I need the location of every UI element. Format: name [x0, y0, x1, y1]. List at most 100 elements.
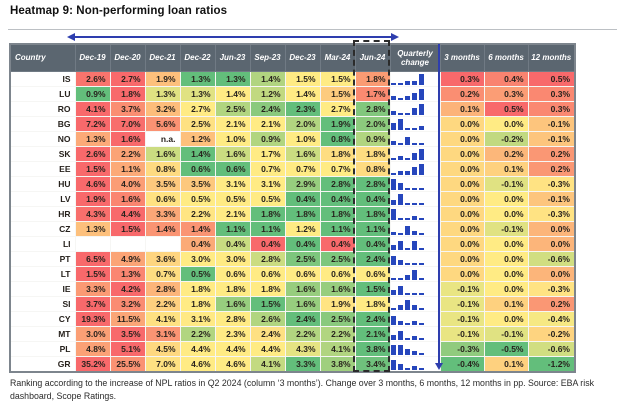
table-row-LT: LT 1.5% 1.3% 0.7% 0.5% 0.6% 0.6% 0.6% 0.6% 0.6% 0.… — [9, 266, 576, 282]
change-cell-3-months: 0.3% — [439, 71, 485, 87]
spark-bar — [397, 143, 403, 145]
change-cell-12-months: 0.2% — [527, 161, 576, 177]
column-header-mar-24: Mar-24 — [319, 43, 356, 72]
npl-cell: 0.8% — [319, 131, 356, 147]
npl-cell: 1.5% — [74, 161, 111, 177]
spark-bar — [418, 263, 424, 265]
npl-cell: 0.4% — [319, 236, 356, 252]
spark-bar — [391, 83, 396, 85]
spark-bar — [404, 299, 410, 310]
npl-cell: 1.6% — [214, 296, 251, 312]
spark-bar — [404, 248, 410, 250]
spark-bar — [418, 163, 424, 175]
country-label: SK — [9, 146, 76, 162]
spark-bar — [404, 96, 410, 100]
npl-cell: 4.6% — [179, 356, 216, 373]
spark-bar — [397, 218, 403, 220]
change-cell-12-months: 0.0% — [527, 221, 576, 237]
column-header-sep-23: Sep-23 — [249, 43, 286, 72]
npl-cell: 1.7% — [354, 86, 391, 102]
country-label: GR — [9, 356, 76, 373]
spark-bar — [418, 148, 424, 160]
title-divider — [8, 29, 617, 30]
npl-cell: 0.8% — [354, 161, 391, 177]
spark-bar — [404, 349, 410, 355]
npl-cell: 2.2% — [179, 326, 216, 342]
npl-cell: 7.2% — [74, 116, 111, 132]
quarterly-change-sparkline — [389, 281, 441, 297]
spark-bar — [411, 80, 417, 85]
npl-cell: 2.5% — [179, 116, 216, 132]
table-row-HU: HU 4.6% 4.0% 3.5% 3.5% 3.1% 3.1% 2.9% 2.8% 2.8% 0.… — [9, 176, 576, 192]
country-label: LI — [9, 236, 76, 252]
column-header-3-months: 3 months — [439, 43, 485, 72]
change-cell-6-months: 0.0% — [483, 116, 529, 132]
table-row-SI: SI 3.7% 3.2% 2.2% 1.8% 1.6% 1.5% 1.6% 1.9% 1.8% -0… — [9, 296, 576, 312]
npl-cell: 2.0% — [284, 116, 321, 132]
quarterly-change-sparkline — [389, 341, 441, 357]
column-header-6-months: 6 months — [483, 43, 529, 72]
npl-cell: 4.4% — [179, 341, 216, 357]
change-cell-3-months: 0.0% — [439, 146, 485, 162]
spark-bar — [397, 240, 403, 250]
spark-bar — [404, 158, 410, 160]
spark-bar — [418, 293, 424, 295]
npl-cell: 3.5% — [109, 326, 146, 342]
country-label: LT — [9, 266, 76, 282]
npl-cell: 0.8% — [144, 161, 181, 177]
npl-cell: 1.7% — [249, 146, 286, 162]
npl-cell: 1.2% — [179, 131, 216, 147]
npl-cell: 3.0% — [74, 326, 111, 342]
spark-bar — [391, 289, 396, 295]
column-header-jun-23: Jun-23 — [214, 43, 251, 72]
change-cell-6-months: 0.4% — [483, 71, 529, 87]
npl-cell: 1.5% — [249, 296, 286, 312]
npl-cell: 1.9% — [144, 71, 181, 87]
npl-cell: 1.4% — [144, 221, 181, 237]
spark-bar — [391, 111, 396, 115]
table-row-PL: PL 4.8% 5.1% 4.5% 4.4% 4.4% 4.4% 4.3% 4.1% 3.8% -0… — [9, 341, 576, 357]
npl-cell: 2.2% — [144, 296, 181, 312]
spark-bar — [404, 263, 410, 265]
npl-cell: 0.9% — [74, 86, 111, 102]
npl-heatmap-table: Country Dec-19 Dec-20 Dec-21 Dec-22 Jun-23 Sep… — [9, 43, 576, 373]
npl-cell: 2.3% — [214, 326, 251, 342]
spark-bar — [411, 92, 417, 100]
quarterly-change-sparkline — [389, 161, 441, 177]
spark-bar — [397, 364, 403, 370]
change-cell-6-months: 0.0% — [483, 281, 529, 297]
npl-cell: 0.6% — [144, 191, 181, 207]
npl-cell: 2.8% — [354, 176, 391, 192]
npl-cell: 25.5% — [109, 356, 146, 373]
table-row-CZ: CZ 1.3% 1.5% 1.4% 1.4% 1.1% 1.1% 1.2% 1.1% 1.1% 0.… — [9, 221, 576, 237]
npl-cell: 3.0% — [179, 251, 216, 267]
change-cell-3-months: -0.1% — [439, 311, 485, 327]
npl-cell: 2.0% — [354, 116, 391, 132]
npl-cell: 0.6% — [214, 161, 251, 177]
npl-cell: 3.2% — [144, 101, 181, 117]
header-row: Country Dec-19 Dec-20 Dec-21 Dec-22 Jun-23 Sep… — [9, 43, 576, 72]
npl-cell — [144, 236, 181, 252]
npl-cell: 3.6% — [144, 251, 181, 267]
npl-cell — [74, 236, 111, 252]
npl-cell: 4.3% — [284, 341, 321, 357]
npl-cell: 3.1% — [144, 326, 181, 342]
npl-cell: 1.3% — [74, 221, 111, 237]
npl-cell: 1.8% — [354, 71, 391, 87]
change-cell-3-months: 0.0% — [439, 131, 485, 147]
npl-cell: 1.8% — [284, 206, 321, 222]
change-cell-12-months: -0.6% — [527, 251, 576, 267]
npl-cell: 3.3% — [144, 206, 181, 222]
npl-cell: 4.9% — [109, 251, 146, 267]
change-cell-6-months: 0.1% — [483, 356, 529, 373]
npl-cell: 2.8% — [354, 101, 391, 117]
npl-cell: 2.2% — [319, 326, 356, 342]
column-header-quarterly-change: Quarterly change — [389, 43, 441, 72]
spark-bar — [411, 351, 417, 355]
npl-cell: 7.0% — [109, 116, 146, 132]
spark-bar — [418, 88, 424, 100]
change-cell-12-months: 0.0% — [527, 266, 576, 282]
spark-bar — [411, 128, 417, 130]
npl-cell: 1.4% — [284, 86, 321, 102]
spark-bar — [418, 103, 424, 115]
